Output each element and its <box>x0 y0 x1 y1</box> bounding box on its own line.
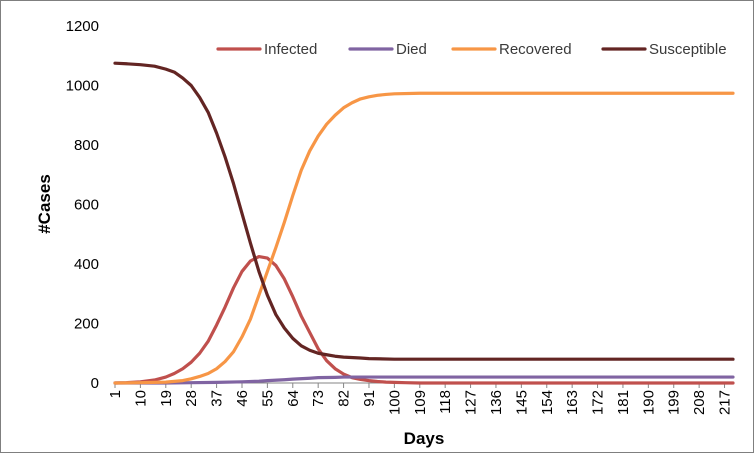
x-tick-label: 109 <box>412 390 429 415</box>
x-tick-label: 37 <box>209 390 226 407</box>
series-line-died <box>113 375 735 385</box>
x-tick-label: 73 <box>310 390 327 407</box>
y-tick-label: 1200 <box>66 18 99 35</box>
legend-label-infected: Infected <box>264 41 317 58</box>
y-tick-label: 400 <box>74 256 99 273</box>
y-axis-title: #Cases <box>35 174 54 234</box>
x-tick-label: 100 <box>386 390 403 415</box>
x-tick-label: 199 <box>666 390 683 415</box>
y-tick-label: 1000 <box>66 78 99 95</box>
legend-label-died: Died <box>396 41 427 58</box>
y-tick-label: 800 <box>74 137 99 154</box>
x-tick-label: 172 <box>590 390 607 415</box>
x-tick-label: 55 <box>259 390 276 407</box>
y-tick-label: 600 <box>74 197 99 214</box>
series-line-susceptible <box>113 61 735 361</box>
x-tick-label: 82 <box>336 390 353 407</box>
legend-label-recovered: Recovered <box>499 41 572 58</box>
x-axis-ticks: 1 10 19 28 37 46 55 64 73 82 91 100 109 118 127 136 145 1… <box>107 383 734 415</box>
x-tick-label: 181 <box>615 390 632 415</box>
x-tick-label: 64 <box>285 390 302 407</box>
legend: Infected Died Recovered Susceptible <box>216 41 727 58</box>
x-tick-label: 10 <box>132 390 149 407</box>
x-tick-label: 28 <box>183 390 200 407</box>
x-tick-label: 208 <box>691 390 708 415</box>
x-tick-label: 46 <box>234 390 251 407</box>
x-tick-label: 136 <box>488 390 505 415</box>
series-line-recovered <box>113 91 735 385</box>
series-layer <box>113 61 735 385</box>
x-tick-label: 1 <box>107 390 124 398</box>
x-tick-label: 127 <box>463 390 480 415</box>
x-tick-label: 19 <box>158 390 175 407</box>
series-line-infected <box>113 254 735 385</box>
y-axis-ticks: 0 200 400 600 800 1000 1200 <box>66 18 99 392</box>
x-tick-label: 118 <box>437 390 454 414</box>
x-tick-label: 190 <box>640 390 657 415</box>
x-tick-label: 154 <box>539 390 556 415</box>
legend-label-susceptible: Susceptible <box>649 41 727 58</box>
x-tick-label: 217 <box>717 390 734 415</box>
x-tick-label: 145 <box>513 390 530 415</box>
x-axis-title: Days <box>404 429 445 448</box>
y-tick-label: 0 <box>91 375 99 392</box>
y-tick-label: 200 <box>74 316 99 333</box>
x-tick-label: 91 <box>361 390 378 407</box>
x-tick-label: 163 <box>564 390 581 415</box>
